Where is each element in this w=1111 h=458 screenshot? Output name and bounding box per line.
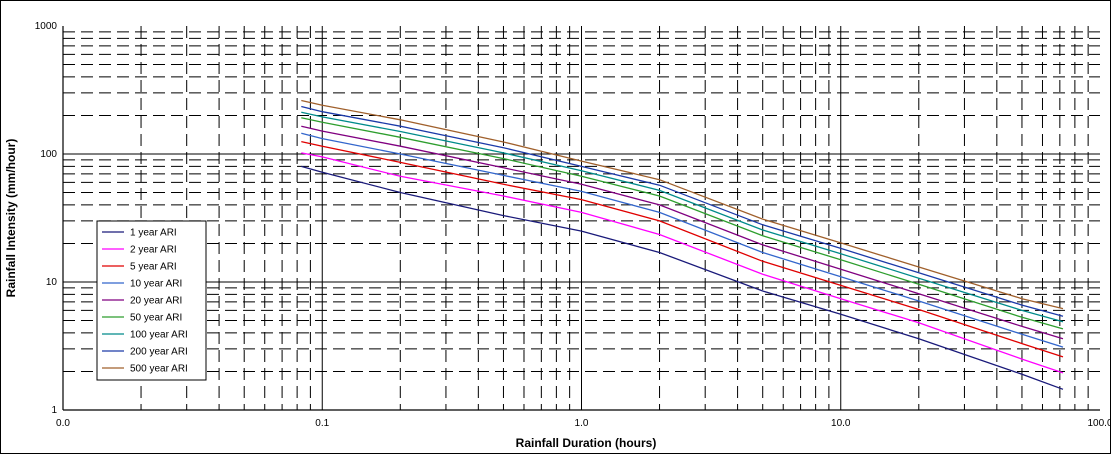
legend: 1 year ARI 2 year ARI 5 year ARI 10 year AR…	[96, 220, 207, 381]
series-line-5-year-ari	[301, 140, 1064, 358]
legend-label: 50 year ARI	[130, 313, 182, 324]
legend-label: 2 year ARI	[130, 245, 177, 256]
x-tick-label: 1.0	[575, 418, 589, 429]
y-axis-title: Rainfall Intensity (mm/hour)	[4, 139, 18, 298]
x-tick-label: 100.0	[1087, 418, 1110, 429]
series-line-20-year-ari	[301, 125, 1064, 340]
series-line-200-year-ari	[301, 105, 1064, 317]
series-lines	[301, 99, 1064, 390]
tick-labels: 0.0 0.1 1.0 10.0 100.0 1 10 100 1000	[35, 21, 1111, 429]
series-line-2-year-ari	[301, 152, 1064, 374]
legend-label: 5 year ARI	[130, 262, 177, 273]
series-line-100-year-ari	[301, 111, 1064, 323]
y-tick-label: 100	[40, 149, 57, 160]
series-line-1-year-ari	[301, 165, 1064, 390]
series-line-500-year-ari	[301, 99, 1064, 310]
legend-label: 100 year ARI	[130, 330, 188, 341]
x-tick-label: 10.0	[831, 418, 851, 429]
x-tick-label: 0.1	[315, 418, 329, 429]
grid	[63, 26, 1100, 410]
legend-label: 500 year ARI	[130, 364, 188, 375]
legend-label: 10 year ARI	[130, 279, 182, 290]
y-tick-label: 1000	[35, 21, 58, 32]
x-tick-label: 0.0	[56, 418, 70, 429]
legend-label: 200 year ARI	[130, 347, 188, 358]
series-line-50-year-ari	[301, 117, 1064, 330]
legend-label: 20 year ARI	[130, 296, 182, 307]
axes	[62, 26, 1100, 411]
series-line-10-year-ari	[301, 132, 1064, 348]
y-tick-label: 1	[51, 405, 57, 416]
x-axis-title: Rainfall Duration (hours)	[516, 436, 657, 450]
y-tick-label: 10	[46, 277, 58, 288]
legend-label: 1 year ARI	[130, 228, 177, 239]
